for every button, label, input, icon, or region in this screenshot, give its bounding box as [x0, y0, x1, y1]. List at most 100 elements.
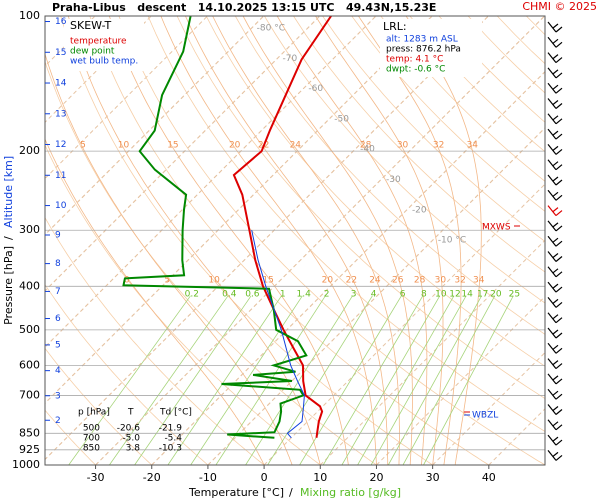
wind-barb — [547, 327, 563, 339]
x-tick-label: -20 — [143, 471, 161, 484]
wind-barb — [547, 144, 563, 155]
moist-adiabat-label: 15 — [262, 275, 273, 285]
dry-adiabat — [45, 60, 378, 465]
isotherm-label: -20 — [412, 205, 427, 215]
dry-adiabat — [45, 144, 321, 465]
y-tick-label: 850 — [19, 426, 40, 439]
x-tick-label: -30 — [87, 471, 105, 484]
dry-adiabat — [45, 409, 97, 465]
mixing-ratio-label: 0.4 — [222, 289, 237, 299]
isotherm — [263, 183, 545, 465]
dry-adiabat — [45, 347, 153, 465]
moist-adiabat-label: 32 — [454, 275, 465, 285]
table-cell: -5.0 — [122, 434, 140, 444]
wind-barb — [547, 312, 563, 324]
y-tick-label: 500 — [19, 323, 40, 336]
isotherm-labeled — [95, 16, 545, 465]
mixing-ratio-line — [68, 295, 191, 465]
y2-tick-label: 6 — [55, 314, 61, 324]
y2-tick-label: 9 — [55, 230, 61, 240]
moist-adiabat-label: 24 — [369, 275, 381, 285]
mixing-ratio-label: 1.4 — [297, 289, 312, 299]
moist-adiabat-label: 34 — [473, 275, 485, 285]
isotherm-labeled — [45, 16, 489, 461]
plot-background — [45, 16, 545, 465]
y2-tick-label: 16 — [55, 17, 67, 27]
mixing-ratio-line — [370, 295, 467, 465]
mixing-ratio-line — [341, 295, 441, 465]
mxws-label: MXWS — [482, 223, 511, 233]
isotherm-label: -10 °C — [438, 236, 466, 246]
wind-barb — [547, 21, 563, 33]
mixing-ratio-label: 25 — [509, 289, 520, 299]
mixing-ratio-line — [357, 295, 455, 465]
wind-barb — [547, 189, 563, 201]
mixing-ratio-label: 2 — [324, 289, 330, 299]
mixing-ratio-label: 14 — [461, 289, 473, 299]
wind-barb — [547, 342, 563, 354]
mixing-ratio-line — [267, 295, 373, 465]
y-tick-label: 400 — [19, 279, 40, 292]
mixing-ratio-label: 10 — [435, 289, 447, 299]
table-cell: -5.4 — [164, 434, 182, 444]
x-tick-label: 30 — [426, 471, 440, 484]
mixing-ratio-line — [322, 295, 424, 465]
mixing-ratio-label: 0.6 — [245, 289, 260, 299]
legend-entry: dew point — [70, 47, 115, 57]
y2-tick-label: 5 — [55, 340, 61, 350]
moist-adiabat-label: 0 — [124, 275, 130, 285]
mixing-ratio-line — [134, 295, 252, 465]
legend-entry: temperature — [70, 37, 127, 47]
y-tick-label: 925 — [19, 443, 40, 456]
moist-adiabat-label: 20 — [322, 275, 334, 285]
isotherm-labeled — [207, 127, 545, 465]
mixing-ratio-label: 6 — [400, 289, 406, 299]
table-cell: 850 — [83, 444, 100, 454]
moist-adiabat-label: 5 — [80, 141, 86, 151]
moist-adiabat-label: 28 — [414, 275, 426, 285]
y2-tick-label: 7 — [55, 287, 61, 297]
wind-barb — [547, 419, 563, 431]
y2-tick-label: 12 — [55, 140, 66, 150]
dry-adiabat — [351, 16, 545, 212]
moist-adiabat-label: 30 — [397, 141, 409, 151]
credit: CHMI © 2025 — [522, 0, 597, 13]
mixing-ratio-label: 3 — [351, 289, 357, 299]
mixing-ratio-line — [423, 295, 514, 465]
y2-tick-label: 8 — [55, 259, 61, 269]
wind-barb — [547, 113, 563, 125]
mixing-ratio-label: 12 — [449, 289, 460, 299]
mixing-ratio-label: 8 — [421, 289, 427, 299]
y-tick-label: 1000 — [12, 458, 40, 471]
table-cell: -20.6 — [117, 424, 141, 434]
isotherm-label: -40 — [360, 145, 375, 155]
isotherm — [376, 295, 545, 465]
y2-tick-label: 4 — [55, 366, 61, 376]
y2-tick-label: 14 — [55, 79, 67, 89]
moist-adiabat-label: 5 — [164, 275, 170, 285]
x-tick-label: 0 — [261, 471, 268, 484]
y-tick-label: 200 — [19, 144, 40, 157]
legend-box — [64, 19, 144, 71]
summary-table: p [hPa] T Td [°C] 500 -20.6 -21.9 700 -5.0 -5.4 8… — [78, 408, 192, 454]
wind-barb — [547, 297, 563, 308]
table-cell: -10.3 — [159, 444, 182, 454]
table-header: T — [127, 408, 134, 418]
wind-barb — [547, 373, 563, 385]
y2-tick-label: 13 — [55, 109, 66, 119]
x-tick-label: 10 — [313, 471, 327, 484]
mixing-ratio-line — [109, 295, 229, 465]
dry-adiabat — [45, 216, 265, 465]
y-tick-label: 700 — [19, 388, 40, 401]
dry-adiabat — [293, 16, 545, 273]
wbzl-label: WBZL — [472, 411, 498, 421]
isotherm-labeled — [45, 16, 377, 348]
y-tick-label: 100 — [19, 9, 40, 22]
lrl-box — [380, 19, 482, 77]
isotherm-labeled — [45, 16, 321, 292]
lrl-title: LRL: — [383, 20, 407, 33]
mixing-ratio-label: 0.2 — [185, 289, 199, 299]
y-tick-label: 600 — [19, 358, 40, 371]
lrl-alt: alt: 1283 m ASL — [386, 35, 458, 45]
